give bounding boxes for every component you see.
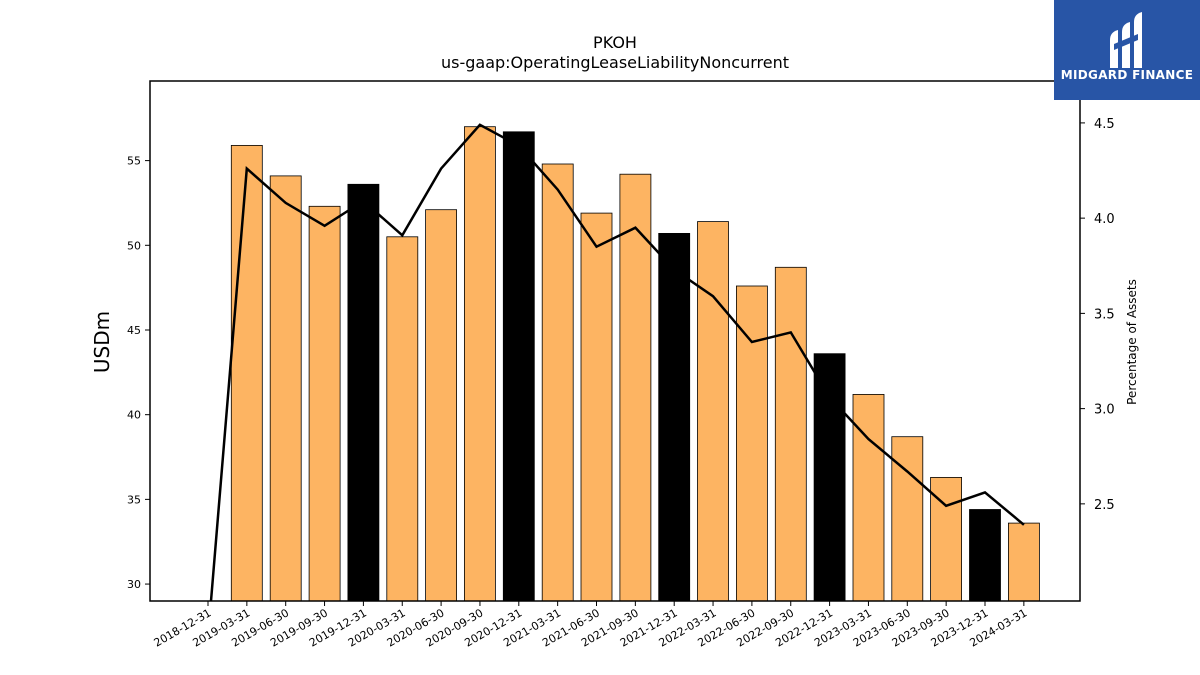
bar [269,175,302,602]
bar [347,183,380,602]
bar [502,131,535,602]
y2-tick-label: 4.5 [1094,117,1115,132]
logo-mark-icon [1110,12,1142,68]
bar [463,126,496,602]
plot-frame [149,80,1081,602]
bar [619,173,652,602]
bar [580,212,613,602]
bar [813,353,846,602]
y2-tick-label: 2.5 [1094,498,1115,513]
bar [386,236,419,602]
y2-tick-label: 3.0 [1094,403,1115,418]
y2-tick-label: 4.0 [1094,212,1115,227]
y2-tick-label: 3.5 [1094,307,1115,322]
bar [852,393,885,602]
bar [736,285,768,602]
brand-logo: MIDGARD FINANCE [1054,0,1200,100]
y-tick-label: 35 [127,493,141,506]
bar [1008,522,1040,602]
bar [230,144,263,602]
bar [969,509,1001,602]
y-tick-label: 45 [127,324,141,337]
y-axis-label: USDm [90,311,114,373]
chart-subtitle: us-gaap:OperatingLeaseLiabilityNoncurren… [441,53,789,72]
bar [541,163,574,602]
y-tick-label: 50 [127,239,141,252]
bar [774,266,807,602]
y-tick-label: 30 [127,578,141,591]
bar [658,232,691,602]
pct-assets-line [209,123,1025,601]
bar [697,221,729,602]
y2-axis-label: Percentage of Assets [1125,279,1139,405]
y-tick-label: 40 [127,409,141,422]
chart-title: PKOH [593,33,637,52]
y-tick-label: 55 [127,155,141,168]
brand-name: MIDGARD FINANCE [1060,68,1194,82]
bar [425,209,458,602]
bar [308,205,341,602]
